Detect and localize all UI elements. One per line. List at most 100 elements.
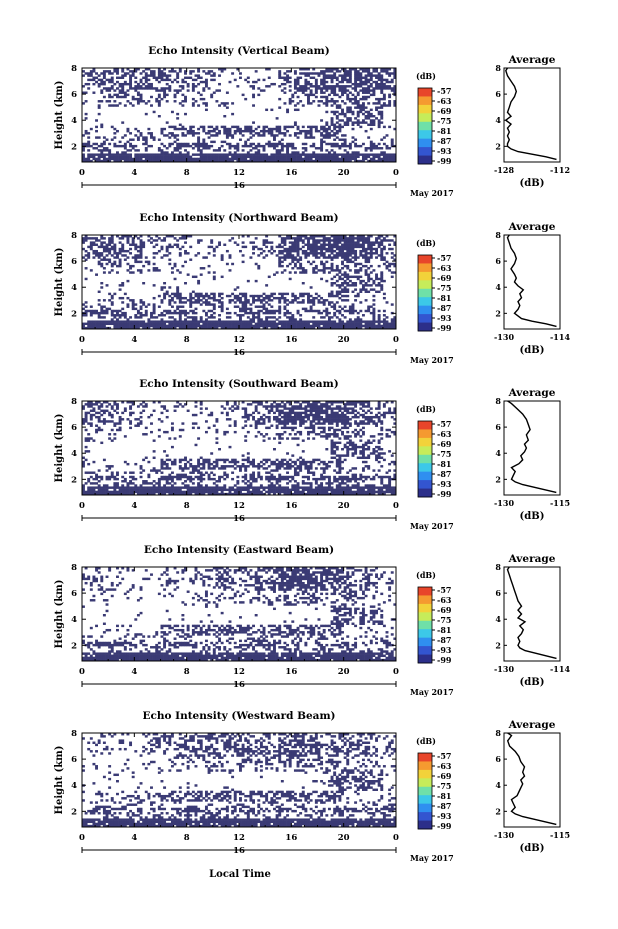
heatmap-cell <box>283 134 287 137</box>
heatmap-cell <box>215 153 219 156</box>
heatmap-cell <box>257 87 261 90</box>
heatmap-cell <box>110 420 114 423</box>
heatmap-cell <box>157 486 161 489</box>
heatmap-cell <box>367 110 371 114</box>
heatmap-cell <box>267 127 271 131</box>
heatmap-cell <box>220 68 224 71</box>
heatmap-cell <box>123 157 127 161</box>
heatmap-cell <box>320 89 324 92</box>
heatmap-cell <box>236 314 240 317</box>
heatmap-cell <box>367 136 371 139</box>
heatmap-cell <box>181 132 185 135</box>
heatmap-cell <box>89 320 93 323</box>
heatmap-cells <box>82 401 397 496</box>
heatmap-cell <box>252 142 255 146</box>
heatmap-cell <box>265 320 269 323</box>
heatmap-cell <box>241 401 245 404</box>
heatmap-cell <box>228 151 232 154</box>
heatmap-cell <box>249 482 253 485</box>
heatmap-cell <box>309 320 313 323</box>
heatmap-cell <box>223 484 227 487</box>
heatmap-cell <box>380 138 384 141</box>
heatmap-cell <box>82 462 85 466</box>
colorbar-tick-label: -75 <box>437 283 451 293</box>
heatmap-cell <box>343 149 347 152</box>
heatmap-cell <box>293 72 297 75</box>
heatmap-cell <box>121 91 125 94</box>
heatmap-cell <box>89 424 93 427</box>
heatmap-cell <box>252 475 255 479</box>
heatmap-cell <box>304 74 308 77</box>
heatmap-cell <box>346 324 350 328</box>
heatmap-cell <box>160 127 164 131</box>
heatmap-cell <box>309 125 313 129</box>
heatmap-cell <box>275 326 279 330</box>
heatmap-cell <box>286 256 290 259</box>
heatmap-cell <box>364 241 368 244</box>
heatmap-cell <box>252 95 255 99</box>
heatmap-cell <box>121 121 125 124</box>
heatmap-cell <box>220 467 224 470</box>
heatmap-cell <box>259 490 263 494</box>
heatmap-cell <box>244 435 248 438</box>
heatmap-cell <box>327 100 331 103</box>
heatmap-cell <box>204 301 208 304</box>
heatmap-cell <box>385 147 389 150</box>
heatmap-cell <box>359 254 363 257</box>
heatmap-cell <box>97 153 101 156</box>
heatmap-cell <box>244 153 248 156</box>
heatmap-cell <box>377 326 381 330</box>
heatmap-cell <box>134 316 138 319</box>
heatmap-cell <box>367 252 371 255</box>
heatmap-cell <box>301 235 305 238</box>
heatmap-cell <box>147 100 151 103</box>
heatmap-cell <box>364 147 368 150</box>
heatmap-cell <box>223 471 227 474</box>
heatmap-cell <box>367 147 371 150</box>
heatmap-cell <box>178 127 182 131</box>
heatmap-cell <box>139 159 143 163</box>
heatmap-cell <box>168 324 172 328</box>
heatmap-cell <box>186 467 190 470</box>
heatmap-cell <box>257 418 261 421</box>
heatmap-cell <box>296 136 300 139</box>
heatmap-cell <box>393 76 397 79</box>
heatmap-cell <box>199 153 203 156</box>
heatmap-cell <box>333 305 337 308</box>
heatmap-cell <box>244 159 248 163</box>
heatmap-cell <box>102 316 106 319</box>
heatmap-cell <box>165 100 169 103</box>
heatmap-cell <box>84 311 88 315</box>
heatmap-cell <box>231 292 235 296</box>
heatmap-cell <box>160 129 164 133</box>
heatmap-cell <box>369 305 373 308</box>
heatmap-cell <box>144 153 148 156</box>
heatmap-cell <box>348 68 352 71</box>
heatmap-cell <box>244 245 248 249</box>
heatmap-cell <box>123 409 127 412</box>
heatmap-cell <box>160 490 164 494</box>
colorbar-tick-label: -57 <box>437 86 451 96</box>
heatmap-cell <box>97 74 101 77</box>
heatmap-cell <box>181 324 185 328</box>
heatmap-cell <box>92 147 96 150</box>
heatmap-cell <box>254 435 258 438</box>
heatmap-cell <box>322 85 326 88</box>
heatmap-cell <box>380 271 384 274</box>
heatmap-cell <box>233 294 237 298</box>
heatmap-cell <box>304 87 308 90</box>
heatmap-cell <box>341 307 344 311</box>
heatmap-cell <box>84 490 88 494</box>
heatmap-cell <box>288 322 292 326</box>
heatmap-cell <box>307 102 310 105</box>
heatmap-cell <box>160 465 164 468</box>
heatmap-cell <box>338 153 342 156</box>
heatmap-cell <box>87 252 91 255</box>
profile-y-tick-label: 8 <box>495 230 501 240</box>
heatmap-cell <box>354 252 358 255</box>
heatmap-cell <box>259 484 263 487</box>
heatmap-cell <box>131 70 135 73</box>
heatmap-cell <box>325 100 329 103</box>
heatmap-cell <box>82 237 85 240</box>
heatmap-cell <box>283 314 287 317</box>
